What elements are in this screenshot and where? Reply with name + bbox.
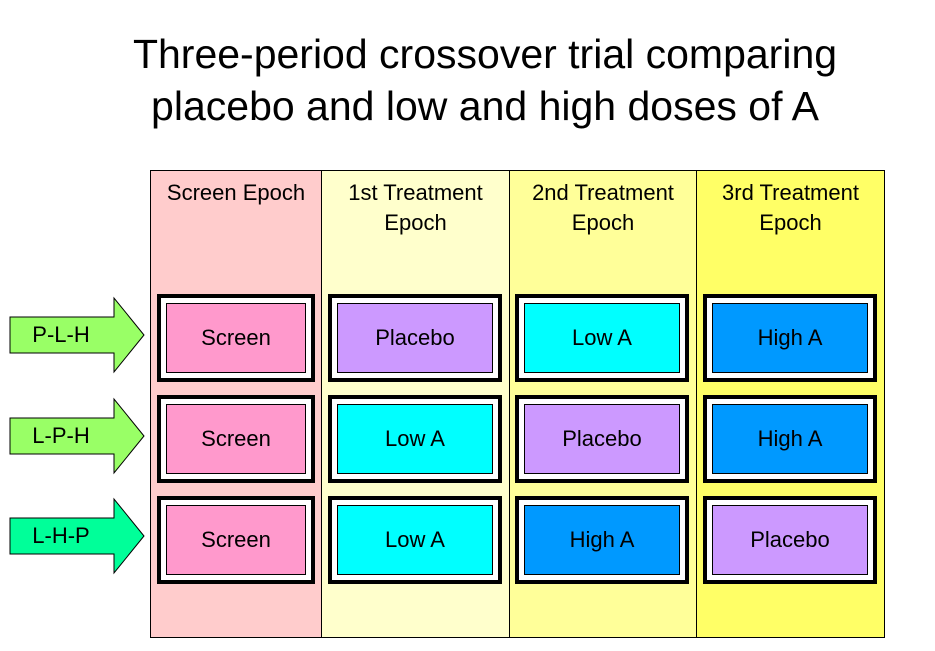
- arrow-icon: [9, 296, 145, 374]
- treatment-box: Placebo: [712, 505, 868, 575]
- treatment-box: Screen: [166, 303, 306, 373]
- sequence-arrow-plh: P-L-H: [8, 296, 148, 374]
- treatment-cell: High A: [515, 496, 689, 584]
- treatment-box: Screen: [166, 404, 306, 474]
- sequence-label: P-L-H: [32, 322, 90, 347]
- treatment-cell: Low A: [515, 294, 689, 382]
- treatment-box: Placebo: [524, 404, 680, 474]
- title-line-2: placebo and low and high doses of A: [151, 83, 819, 129]
- treatment-cell: Placebo: [515, 395, 689, 483]
- treatment-box: Placebo: [337, 303, 493, 373]
- title-line-1: Three-period crossover trial comparing: [132, 31, 838, 77]
- treatment-cell: Screen: [157, 395, 315, 483]
- treatment-cell: High A: [703, 395, 877, 483]
- treatment-box: Low A: [337, 505, 493, 575]
- treatment-box: Low A: [524, 303, 680, 373]
- treatment-cell: Placebo: [703, 496, 877, 584]
- treatment-box: High A: [712, 303, 868, 373]
- arrow-icon: [9, 497, 145, 575]
- epoch-header: 2nd Treatment Epoch: [532, 180, 674, 235]
- epoch-header: 3rd Treatment Epoch: [722, 180, 859, 235]
- sequence-arrow-lph: L-P-H: [8, 397, 148, 475]
- sequence-label: L-H-P: [32, 523, 90, 548]
- diagram-title: Three-period crossover trial comparing p…: [60, 28, 910, 132]
- treatment-box: High A: [712, 404, 868, 474]
- treatment-box: Low A: [337, 404, 493, 474]
- treatment-box: Screen: [166, 505, 306, 575]
- epoch-header: Screen Epoch: [166, 180, 306, 205]
- arrow-icon: [9, 397, 145, 475]
- treatment-cell: Screen: [157, 294, 315, 382]
- treatment-cell: High A: [703, 294, 877, 382]
- epoch-header: 1st Treatment Epoch: [348, 180, 483, 235]
- treatment-cell: Low A: [328, 496, 502, 584]
- sequence-arrow-lhp: L-H-P: [8, 497, 148, 575]
- treatment-cell: Screen: [157, 496, 315, 584]
- treatment-cell: Low A: [328, 395, 502, 483]
- sequence-label: L-P-H: [32, 423, 90, 448]
- treatment-box: High A: [524, 505, 680, 575]
- treatment-cell: Placebo: [328, 294, 502, 382]
